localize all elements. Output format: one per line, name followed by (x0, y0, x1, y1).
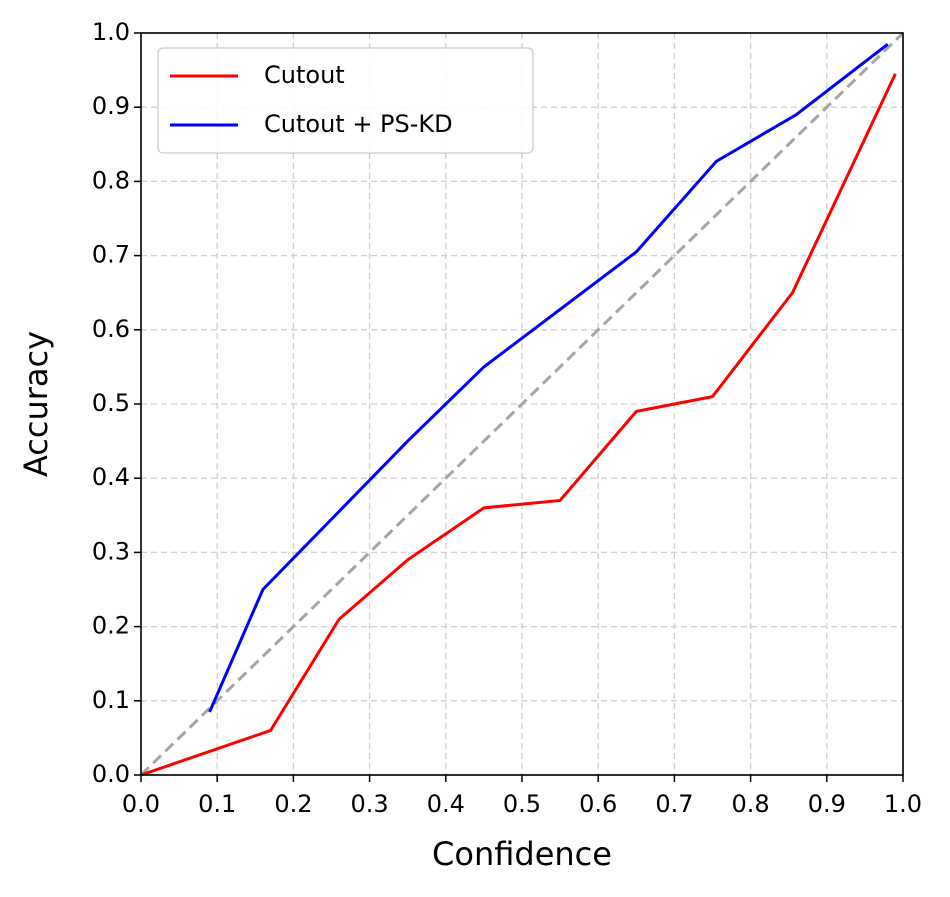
x-tick-label: 0.1 (198, 790, 236, 818)
series-line (208, 42, 889, 713)
x-tick-label: 0.2 (274, 790, 312, 818)
diagonal-line (139, 31, 905, 777)
x-tick-label: 0.4 (427, 790, 465, 818)
y-tick-label: 0.5 (92, 389, 130, 417)
y-tick-label: 0.4 (92, 463, 130, 491)
x-axis-label: Confidence (432, 835, 612, 873)
legend-label: Cutout (264, 61, 345, 89)
x-tick-label: 0.6 (579, 790, 617, 818)
x-tick-label: 0.7 (655, 790, 693, 818)
y-tick-label: 0.8 (92, 166, 130, 194)
x-tick-label: 0.5 (503, 790, 541, 818)
series-line (140, 73, 897, 777)
y-tick-label: 0.6 (92, 315, 130, 343)
plot-frame (140, 32, 904, 776)
y-tick-label: 0.1 (92, 686, 130, 714)
y-tick-label: 0.2 (92, 612, 130, 640)
x-tick-label: 0.0 (122, 790, 160, 818)
x-tick-label: 1.0 (884, 790, 922, 818)
x-tick-label: 0.8 (732, 790, 770, 818)
legend-box (157, 47, 534, 154)
x-tick-label: 0.9 (808, 790, 846, 818)
y-tick-label: 0.7 (92, 241, 130, 269)
y-tick-label: 0.3 (92, 537, 130, 565)
y-tick-label: 1.0 (92, 18, 130, 46)
legend-label: Cutout + PS-KD (264, 110, 453, 138)
y-tick-label: 0.9 (92, 92, 130, 120)
y-tick-label: 0.0 (92, 760, 130, 788)
y-axis-label: Accuracy (17, 331, 55, 477)
x-tick-label: 0.3 (351, 790, 389, 818)
